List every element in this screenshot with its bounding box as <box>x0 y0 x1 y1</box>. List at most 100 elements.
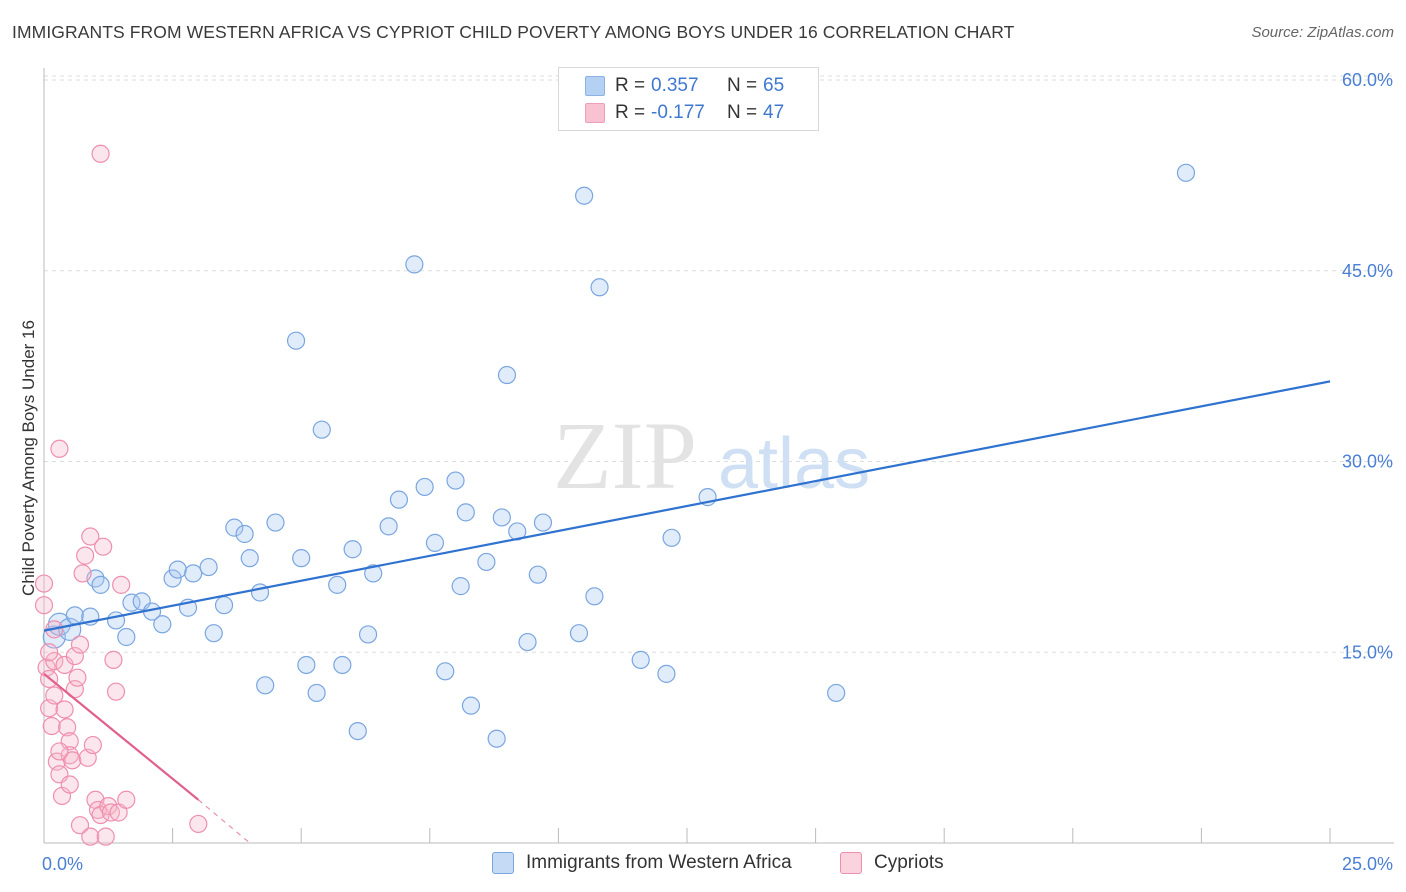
trend-line-cypriots-extension <box>197 799 251 844</box>
point-cypriots <box>42 716 61 736</box>
point-cypriots <box>45 652 64 671</box>
axes <box>43 68 1394 844</box>
point-cypriots <box>81 527 100 546</box>
data-points <box>34 144 1196 846</box>
point-cypriots <box>55 700 74 719</box>
point-western-africa <box>497 365 517 385</box>
point-western-africa <box>240 549 259 568</box>
point-western-africa <box>348 721 367 741</box>
chart-title: IMMIGRANTS FROM WESTERN AFRICA VS CYPRIO… <box>12 22 1015 42</box>
point-western-africa <box>235 524 254 544</box>
point-western-africa <box>528 565 547 584</box>
point-western-africa <box>333 655 352 675</box>
point-western-africa <box>225 518 244 537</box>
point-western-africa <box>492 508 511 527</box>
point-cypriots <box>63 751 82 770</box>
point-western-africa <box>364 564 383 583</box>
point-cypriots <box>60 746 79 765</box>
point-cypriots <box>83 735 102 755</box>
point-cypriots <box>34 574 54 593</box>
point-western-africa <box>405 255 424 274</box>
point-western-africa <box>657 664 676 683</box>
watermark: ZIP atlas <box>553 402 870 509</box>
point-western-africa <box>456 503 475 522</box>
point-cypriots <box>117 790 136 809</box>
point-cypriots <box>45 686 64 705</box>
point-western-africa <box>477 552 496 572</box>
point-western-africa <box>575 186 594 205</box>
point-western-africa <box>389 490 409 509</box>
point-western-africa <box>256 676 275 695</box>
legend-r-label: R = <box>615 75 646 96</box>
point-cypriots <box>101 803 120 822</box>
point-western-africa <box>436 662 455 681</box>
legend-r-label: R = <box>615 102 646 123</box>
legend-swatch-blue <box>585 76 605 96</box>
tick-labels: 15.0% 30.0% 45.0% 60.0% 0.0% 25.0% <box>42 70 1393 874</box>
point-western-africa <box>117 627 136 647</box>
point-western-africa <box>42 625 66 649</box>
point-western-africa <box>518 632 537 652</box>
point-western-africa <box>65 606 84 625</box>
y-tick-label: 15.0% <box>1342 642 1393 662</box>
point-western-africa <box>292 549 311 568</box>
legend-row-western-africa: R = 0.357 N = 65 <box>585 73 784 99</box>
point-western-africa <box>312 420 331 439</box>
point-cypriots <box>68 668 87 687</box>
point-western-africa <box>631 650 650 669</box>
point-western-africa <box>297 655 316 675</box>
point-cypriots <box>76 546 95 565</box>
point-western-africa <box>425 533 445 552</box>
legend-r-value: 0.357 <box>651 75 699 96</box>
point-western-africa <box>163 569 182 588</box>
trend-line-western-africa <box>43 380 1331 632</box>
point-western-africa <box>590 278 609 297</box>
y-tick-label: 60.0% <box>1342 70 1393 90</box>
point-cypriots <box>104 650 123 669</box>
x-tick-label: 0.0% <box>42 854 83 874</box>
point-cypriots <box>50 439 69 458</box>
point-cypriots <box>65 646 84 666</box>
point-western-africa <box>487 729 506 748</box>
chart-source: Source: ZipAtlas.com <box>1251 24 1394 41</box>
point-western-africa <box>307 683 326 703</box>
point-western-africa <box>328 575 347 594</box>
point-cypriots <box>73 564 92 583</box>
point-western-africa <box>451 577 470 596</box>
point-cypriots <box>91 144 110 163</box>
point-western-africa <box>415 477 434 497</box>
point-cypriots <box>96 827 115 846</box>
legend-label: Immigrants from Western Africa <box>526 852 792 873</box>
point-western-africa <box>569 624 589 643</box>
point-cypriots <box>189 814 208 834</box>
legend-n-value: 47 <box>763 102 785 123</box>
point-western-africa <box>343 540 362 559</box>
legend-item-western-africa[interactable]: Immigrants from Western Africa <box>492 852 792 874</box>
watermark-zip: ZIP <box>553 402 697 509</box>
legend-item-cypriots[interactable]: Cypriots <box>840 852 944 874</box>
point-cypriots <box>34 596 54 615</box>
point-western-africa <box>184 564 203 583</box>
point-western-africa <box>585 587 604 606</box>
trend-lines <box>43 380 1331 844</box>
point-cypriots <box>60 775 79 794</box>
correlation-legend: R = 0.357 N = 65 R = -0.177 N = 47 <box>558 67 819 131</box>
legend-label: Cypriots <box>874 852 944 873</box>
legend-n-label: N = <box>727 102 758 123</box>
legend-swatch-blue <box>492 852 514 874</box>
point-western-africa <box>214 596 234 615</box>
point-western-africa <box>204 624 223 643</box>
legend-swatch-pink <box>585 103 605 123</box>
point-cypriots <box>81 827 100 846</box>
point-cypriots <box>106 682 126 701</box>
series-legend: Immigrants from Western Africa Cypriots <box>0 852 1406 878</box>
legend-swatch-pink <box>840 852 862 874</box>
point-western-africa <box>461 696 481 715</box>
point-western-africa <box>168 560 187 579</box>
point-cypriots <box>112 575 131 594</box>
point-cypriots <box>70 816 90 835</box>
x-tick-label: 25.0% <box>1342 854 1393 874</box>
point-western-africa <box>199 557 218 577</box>
point-western-africa <box>662 528 681 547</box>
point-western-africa <box>379 517 398 536</box>
